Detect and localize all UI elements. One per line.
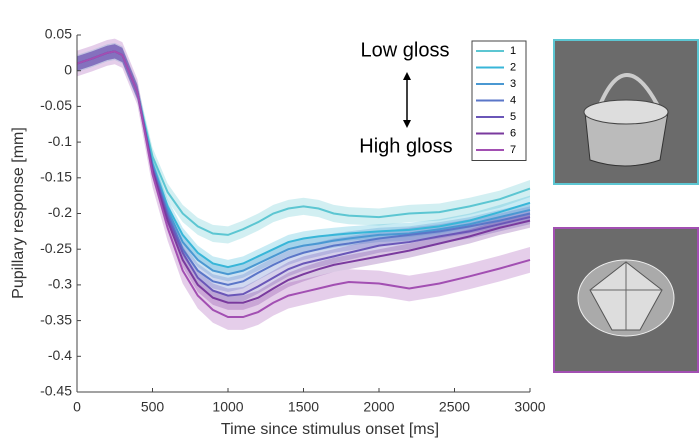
y-tick-label: -0.1 <box>48 133 72 149</box>
y-tick-label: -0.4 <box>48 347 72 363</box>
x-tick-label: 500 <box>141 399 165 415</box>
legend-label: 4 <box>510 94 516 106</box>
x-tick-label: 2000 <box>363 399 394 415</box>
y-tick-label: -0.35 <box>40 311 72 327</box>
error-band <box>77 44 530 310</box>
error-band <box>77 38 530 330</box>
y-axis-label: Pupillary response [mm] <box>10 127 27 299</box>
x-tick-label: 0 <box>73 399 81 415</box>
y-tick-label: -0.05 <box>40 97 72 113</box>
y-tick-label: -0.45 <box>40 383 72 399</box>
x-axis-label: Time since stimulus onset [ms] <box>221 421 439 438</box>
y-tick-label: -0.3 <box>48 276 72 292</box>
y-tick-label: -0.2 <box>48 204 72 220</box>
x-tick-label: 1500 <box>288 399 319 415</box>
stimulus-image <box>553 227 699 373</box>
legend-label: 1 <box>510 45 516 57</box>
stimulus-image <box>553 39 699 185</box>
x-tick-label: 3000 <box>514 399 545 415</box>
y-tick-label: 0 <box>64 61 72 77</box>
error-band <box>77 44 530 303</box>
legend-label: 3 <box>510 78 516 90</box>
y-tick-label: 0.05 <box>45 26 72 42</box>
series-line <box>76 50 531 319</box>
annotation: Low gloss <box>361 39 450 61</box>
legend-label: 7 <box>510 144 516 156</box>
x-tick-label: 1000 <box>212 399 243 415</box>
legend-label: 5 <box>510 111 516 123</box>
y-tick-label: -0.15 <box>40 169 72 185</box>
legend-label: 2 <box>510 61 516 73</box>
error-band <box>77 44 530 293</box>
y-tick-label: -0.25 <box>40 240 72 256</box>
annotation: High gloss <box>359 135 452 157</box>
legend-label: 6 <box>510 127 516 139</box>
error-band <box>77 42 530 244</box>
x-tick-label: 2500 <box>439 399 470 415</box>
gloss-arrow <box>403 72 411 128</box>
